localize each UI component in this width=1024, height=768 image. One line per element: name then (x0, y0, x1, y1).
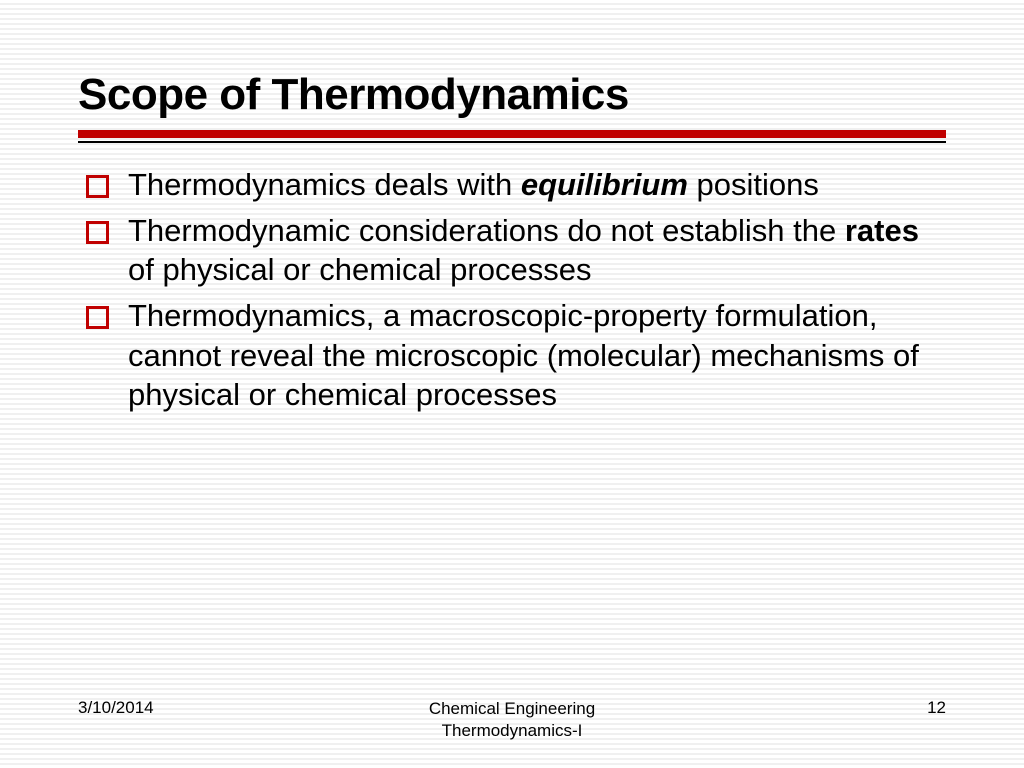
title-rule (78, 130, 946, 143)
footer: 3/10/2014 Chemical Engineering Thermodyn… (0, 698, 1024, 742)
bullet-text-pre: Thermodynamic considerations do not esta… (128, 213, 845, 248)
bullet-text-em: equilibrium (521, 167, 688, 202)
slide: Scope of Thermodynamics Thermodynamics d… (0, 0, 1024, 768)
footer-center-line1: Chemical Engineering (429, 699, 595, 718)
bullet-text-pre: Thermodynamics, a macroscopic-property f… (128, 298, 919, 412)
bullet-list: Thermodynamics deals with equilibrium po… (78, 165, 946, 415)
bullet-item: Thermodynamics, a macroscopic-property f… (84, 296, 946, 415)
rule-thick (78, 130, 946, 138)
footer-date: 3/10/2014 (78, 698, 218, 718)
slide-title: Scope of Thermodynamics (78, 70, 946, 120)
footer-center: Chemical Engineering Thermodynamics-I (218, 698, 806, 742)
bullet-item: Thermodynamic considerations do not esta… (84, 211, 946, 290)
bullet-text-post: positions (688, 167, 819, 202)
bullet-text-pre: Thermodynamics deals with (128, 167, 521, 202)
bullet-text-em: rates (845, 213, 919, 248)
footer-center-line2: Thermodynamics-I (442, 721, 583, 740)
bullet-text-post: of physical or chemical processes (128, 252, 591, 287)
bullet-item: Thermodynamics deals with equilibrium po… (84, 165, 946, 205)
footer-page-number: 12 (806, 698, 946, 718)
rule-thin (78, 141, 946, 143)
